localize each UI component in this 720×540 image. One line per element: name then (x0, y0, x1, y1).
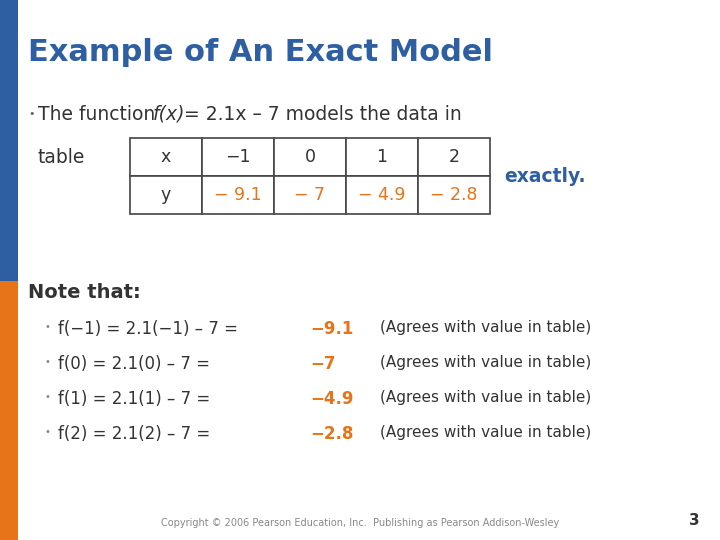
Bar (0, 0, 18, 281)
Text: −7: −7 (310, 355, 336, 373)
Bar (274, 176, 346, 214)
Text: f(x): f(x) (153, 105, 186, 124)
Text: f(1) = 2.1(1) – 7 =: f(1) = 2.1(1) – 7 = (58, 390, 215, 408)
Text: −9.1: −9.1 (310, 320, 354, 338)
Text: −2.8: −2.8 (310, 425, 354, 443)
Bar (346, 138, 418, 176)
Text: − 9.1: − 9.1 (214, 186, 262, 204)
Text: f(0) = 2.1(0) – 7 =: f(0) = 2.1(0) – 7 = (58, 355, 215, 373)
Bar (130, 138, 202, 176)
Text: table: table (38, 148, 86, 167)
Text: − 7: − 7 (294, 186, 325, 204)
Bar (418, 176, 490, 214)
Text: •: • (44, 427, 50, 437)
Text: f(−1) = 2.1(−1) – 7 =: f(−1) = 2.1(−1) – 7 = (58, 320, 243, 338)
Text: − 4.9: − 4.9 (359, 186, 406, 204)
Bar (346, 176, 418, 214)
Text: − 2.8: − 2.8 (431, 186, 478, 204)
Bar (0, 281, 18, 540)
Text: •: • (44, 322, 50, 332)
Text: 0: 0 (305, 148, 315, 166)
Bar (202, 176, 274, 214)
Text: (Agrees with value in table): (Agrees with value in table) (380, 320, 591, 335)
Text: 1: 1 (377, 148, 387, 166)
Text: (Agrees with value in table): (Agrees with value in table) (380, 355, 591, 370)
Text: x: x (161, 148, 171, 166)
Text: 2: 2 (449, 148, 459, 166)
Text: Copyright © 2006 Pearson Education, Inc.  Publishing as Pearson Addison-Wesley: Copyright © 2006 Pearson Education, Inc.… (161, 518, 559, 528)
Text: 3: 3 (689, 513, 700, 528)
Text: Note that:: Note that: (28, 283, 140, 302)
Text: f(2) = 2.1(2) – 7 =: f(2) = 2.1(2) – 7 = (58, 425, 215, 443)
Text: exactly.: exactly. (504, 166, 585, 186)
Text: −4.9: −4.9 (310, 390, 354, 408)
Bar (274, 138, 346, 176)
Text: (Agrees with value in table): (Agrees with value in table) (380, 390, 591, 405)
Text: •: • (44, 357, 50, 367)
Text: •: • (44, 392, 50, 402)
Text: The function: The function (38, 105, 161, 124)
Text: y: y (161, 186, 171, 204)
Text: Example of An Exact Model: Example of An Exact Model (28, 38, 493, 67)
Bar (130, 176, 202, 214)
Bar (202, 138, 274, 176)
Text: −1: −1 (225, 148, 251, 166)
Text: = 2.1x – 7 models the data in: = 2.1x – 7 models the data in (178, 105, 462, 124)
Text: •: • (28, 109, 35, 119)
Text: (Agrees with value in table): (Agrees with value in table) (380, 425, 591, 440)
Bar (418, 138, 490, 176)
